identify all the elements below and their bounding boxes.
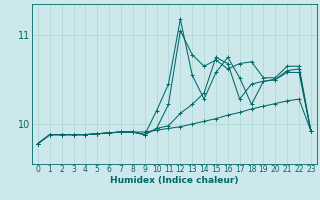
X-axis label: Humidex (Indice chaleur): Humidex (Indice chaleur) [110, 176, 239, 185]
